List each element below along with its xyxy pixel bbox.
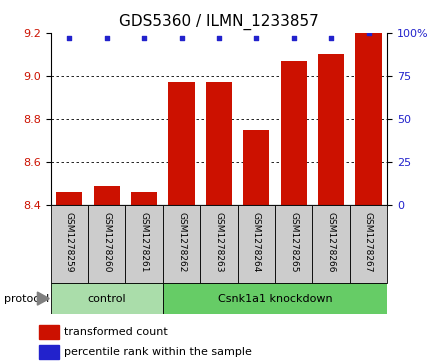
- Point: [103, 35, 110, 41]
- FancyBboxPatch shape: [88, 205, 125, 283]
- Bar: [56, 192, 82, 205]
- FancyBboxPatch shape: [51, 205, 88, 283]
- Text: protocol: protocol: [4, 294, 50, 303]
- Point: [141, 35, 148, 41]
- Point: [178, 35, 185, 41]
- Bar: [243, 130, 269, 205]
- Text: GSM1278261: GSM1278261: [139, 212, 149, 273]
- Text: GSM1278259: GSM1278259: [65, 212, 74, 273]
- FancyBboxPatch shape: [163, 205, 200, 283]
- Text: Csnk1a1 knockdown: Csnk1a1 knockdown: [218, 294, 332, 303]
- FancyBboxPatch shape: [312, 205, 350, 283]
- Text: GSM1278262: GSM1278262: [177, 212, 186, 273]
- Point: [290, 35, 297, 41]
- FancyBboxPatch shape: [51, 283, 163, 314]
- Text: transformed count: transformed count: [64, 327, 168, 337]
- Point: [216, 35, 223, 41]
- Bar: [206, 82, 232, 205]
- Text: GSM1278267: GSM1278267: [364, 212, 373, 273]
- FancyBboxPatch shape: [125, 205, 163, 283]
- Bar: [281, 61, 307, 205]
- Title: GDS5360 / ILMN_1233857: GDS5360 / ILMN_1233857: [119, 14, 319, 30]
- Bar: [39, 346, 59, 359]
- FancyBboxPatch shape: [238, 205, 275, 283]
- Bar: [131, 192, 157, 205]
- Point: [365, 30, 372, 36]
- Point: [66, 35, 73, 41]
- FancyBboxPatch shape: [350, 205, 387, 283]
- Text: control: control: [88, 294, 126, 303]
- Text: GSM1278264: GSM1278264: [252, 212, 261, 273]
- Text: GSM1278260: GSM1278260: [102, 212, 111, 273]
- Text: GSM1278263: GSM1278263: [214, 212, 224, 273]
- Bar: [94, 186, 120, 205]
- FancyBboxPatch shape: [200, 205, 238, 283]
- FancyBboxPatch shape: [163, 283, 387, 314]
- Bar: [356, 33, 381, 205]
- Bar: [169, 82, 194, 205]
- Text: GSM1278265: GSM1278265: [289, 212, 298, 273]
- FancyBboxPatch shape: [275, 205, 312, 283]
- Text: percentile rank within the sample: percentile rank within the sample: [64, 347, 252, 357]
- Text: GSM1278266: GSM1278266: [326, 212, 336, 273]
- Bar: [39, 325, 59, 339]
- Point: [253, 35, 260, 41]
- Bar: [318, 54, 344, 205]
- Point: [327, 35, 335, 41]
